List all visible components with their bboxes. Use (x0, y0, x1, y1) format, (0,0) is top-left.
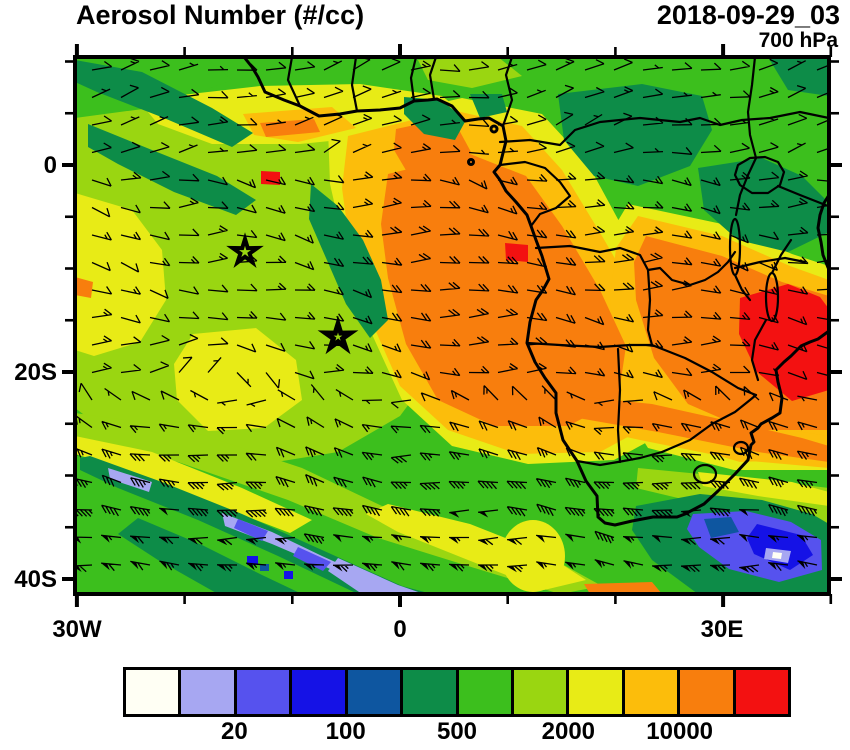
colorbar-cell-9 (624, 670, 681, 714)
aerosol-field (75, 57, 829, 594)
colorbar-tick-label-20: 20 (220, 718, 248, 745)
wind-barbs (75, 57, 829, 573)
colorbar-cell-3 (292, 670, 348, 714)
colorbar-cell-0 (126, 670, 182, 714)
station-star-marker-0 (226, 232, 264, 268)
colorbar (123, 667, 791, 717)
x-axis-tick-label-30w: 30W (52, 616, 102, 643)
y-axis-tick-label-20s: 20S (14, 359, 57, 386)
colorbar-cell-7 (513, 670, 570, 714)
country-borders (286, 57, 829, 485)
y-axis-tick-label-0: 0 (43, 152, 57, 179)
wind-barb-staffs (75, 57, 829, 573)
axis-ticks (62, 44, 842, 607)
station-markers (226, 232, 359, 355)
pressure-level-label: 700 hPa (758, 29, 838, 52)
colorbar-tick-label-500: 500 (436, 718, 478, 745)
colorbar-cell-6 (458, 670, 514, 714)
station-star-marker-1 (317, 315, 359, 355)
colorbar-cell-5 (403, 670, 459, 714)
plot-datetime: 2018-09-29_03 (656, 0, 840, 30)
coastlines (242, 57, 829, 527)
colorbar-cell-4 (347, 670, 404, 714)
colorbar-cell-10 (680, 670, 736, 714)
x-axis-tick-label-30e: 30E (700, 616, 744, 643)
colorbar-tick-label-2000: 2000 (541, 718, 596, 745)
y-axis-tick-label-40s: 40S (14, 566, 57, 593)
colorbar-cell-11 (735, 670, 789, 714)
colorbar-cell-8 (569, 670, 625, 714)
colorbar-cell-1 (181, 670, 237, 714)
colorbar-tick-label-100: 100 (325, 718, 366, 745)
colorbar-cell-2 (236, 670, 293, 714)
map-frame (73, 55, 831, 596)
x-axis-tick-label-0: 0 (393, 616, 407, 643)
wind-barb-pennants (75, 508, 806, 573)
colorbar-tick-label-10000: 10000 (646, 718, 714, 745)
plot-title: Aerosol Number (#/cc) (76, 0, 365, 30)
